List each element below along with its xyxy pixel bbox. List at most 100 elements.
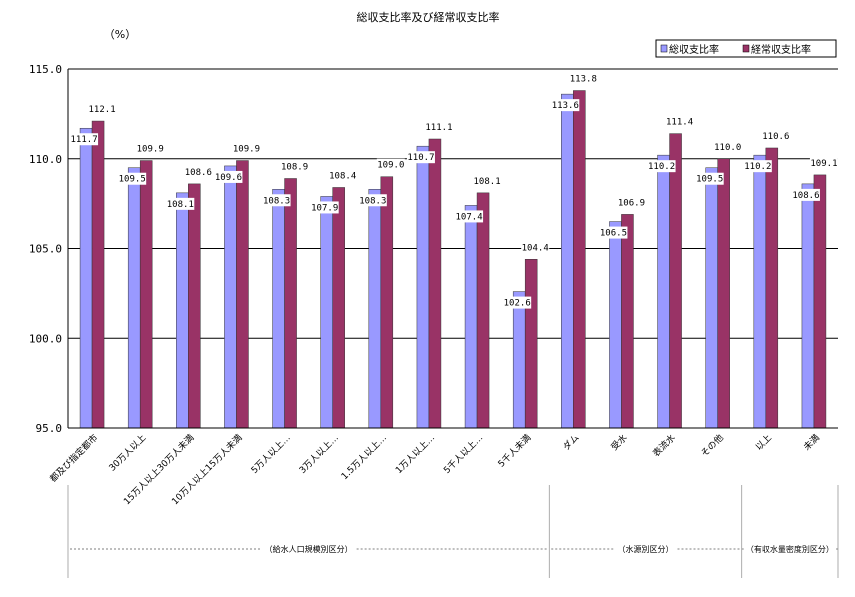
legend-swatch-0 <box>660 44 668 53</box>
legend-label-0: 総収支比率 <box>669 43 719 56</box>
data-label: 109.1 <box>810 159 837 169</box>
data-label: 112.1 <box>89 105 116 115</box>
data-label-bg <box>761 129 790 142</box>
bar-keijou <box>428 138 442 429</box>
data-label-bg <box>376 158 405 171</box>
data-label: 108.6 <box>185 168 212 178</box>
x-tick-label: 30万人以上 <box>107 432 148 473</box>
data-label-bg <box>791 188 820 201</box>
data-label-bg <box>328 169 357 182</box>
data-label-bg <box>551 99 580 112</box>
bar-keijou <box>91 120 105 429</box>
data-label: 104.4 <box>522 243 549 253</box>
bar-sou <box>657 154 670 429</box>
data-label-bg <box>695 172 724 185</box>
data-label-bg <box>184 165 213 178</box>
bar-keijou <box>621 214 634 429</box>
bar-sou <box>224 165 237 429</box>
data-label-bg <box>232 142 261 155</box>
x-tick-label: 5千人以上… <box>442 432 486 476</box>
data-label-bg <box>809 156 838 169</box>
data-label-bg <box>569 72 598 85</box>
y-tick-label: 110.0 <box>29 153 62 166</box>
bar-sou <box>416 145 430 429</box>
bar-sou <box>609 221 622 429</box>
data-label-bg <box>521 241 550 254</box>
data-label: 108.4 <box>329 171 356 181</box>
data-label: 109.9 <box>233 145 260 155</box>
bar-sou <box>801 183 815 429</box>
data-label: 108.9 <box>281 162 308 172</box>
bar-sou <box>464 205 478 429</box>
data-label: 109.6 <box>215 173 242 183</box>
x-tick-label: 以上 <box>753 432 774 453</box>
bar-sou <box>272 189 285 429</box>
data-label: 108.1 <box>167 200 194 210</box>
x-tick-label: 3万人以上… <box>297 432 341 476</box>
x-tick-label: 1万人以上… <box>393 432 437 476</box>
bar-sou <box>320 196 333 429</box>
data-label: 108.1 <box>474 177 501 187</box>
chart-title: 総収支比率及び経常収支比率 <box>357 10 500 24</box>
group-label: （給水人口規模別区分） <box>265 544 353 554</box>
bar-keijou <box>669 133 682 429</box>
group-label: （有収水量密度別区分） <box>746 544 834 554</box>
data-label-bg <box>713 140 742 153</box>
data-label: 107.9 <box>311 203 338 213</box>
data-label-bg <box>665 115 694 128</box>
data-label: 110.7 <box>407 153 434 163</box>
data-label: 108.3 <box>263 196 290 206</box>
data-label: 110.2 <box>648 162 675 172</box>
data-label-bg <box>118 172 147 185</box>
group-label: （水源別区分） <box>618 544 674 554</box>
y-tick-label: 115.0 <box>29 63 62 76</box>
data-label-bg <box>310 201 339 214</box>
bar-keijou <box>765 147 779 429</box>
bar-sou <box>127 167 141 429</box>
bar-keijou <box>573 90 586 429</box>
data-label: 109.0 <box>377 161 404 171</box>
data-label: 108.3 <box>359 196 386 206</box>
bar-sou <box>561 93 574 429</box>
y-tick-label: 100.0 <box>29 332 62 345</box>
x-tick-label: 表流水 <box>650 432 678 460</box>
data-label-bg <box>455 210 484 223</box>
x-tick-label: 5万人以上… <box>249 432 293 476</box>
data-label-bg <box>136 142 165 155</box>
data-label-bg <box>88 103 117 116</box>
bar-keijou <box>380 176 394 429</box>
unit-label: （%） <box>104 28 136 41</box>
bar-keijou <box>717 158 730 429</box>
data-label-bg <box>743 160 772 173</box>
x-tick-label: ダム <box>560 432 581 453</box>
data-label-bg <box>599 226 628 239</box>
bar-keijou <box>524 259 538 429</box>
bar-sou <box>512 291 526 429</box>
bar-keijou <box>139 160 153 429</box>
data-label-bg <box>214 170 243 183</box>
data-label: 111.1 <box>425 123 452 133</box>
data-label: 107.4 <box>456 212 483 222</box>
legend-swatch-1 <box>742 44 750 53</box>
data-label-bg <box>617 196 646 209</box>
legend-label-1: 経常収支比率 <box>751 43 811 56</box>
y-tick-label: 105.0 <box>29 243 62 256</box>
data-label: 110.0 <box>714 143 741 153</box>
data-label: 113.6 <box>552 101 579 111</box>
data-label: 110.6 <box>762 132 789 142</box>
bar-sou <box>176 192 189 429</box>
y-tick-label: 95.0 <box>36 422 63 435</box>
data-label: 106.5 <box>600 229 627 239</box>
bar-sou <box>753 154 767 429</box>
data-label-bg <box>166 197 195 210</box>
data-label: 102.6 <box>504 299 531 309</box>
data-label-bg <box>473 174 502 187</box>
data-label: 110.2 <box>744 162 771 172</box>
legend: 総収支比率 経常収支比率 <box>655 39 837 58</box>
data-label-bg <box>262 194 291 207</box>
data-label-bg <box>503 296 532 309</box>
data-label: 109.5 <box>696 175 723 185</box>
x-tick-label: 受水 <box>608 432 629 453</box>
data-label: 106.9 <box>618 198 645 208</box>
x-tick-label: その他 <box>698 432 726 460</box>
